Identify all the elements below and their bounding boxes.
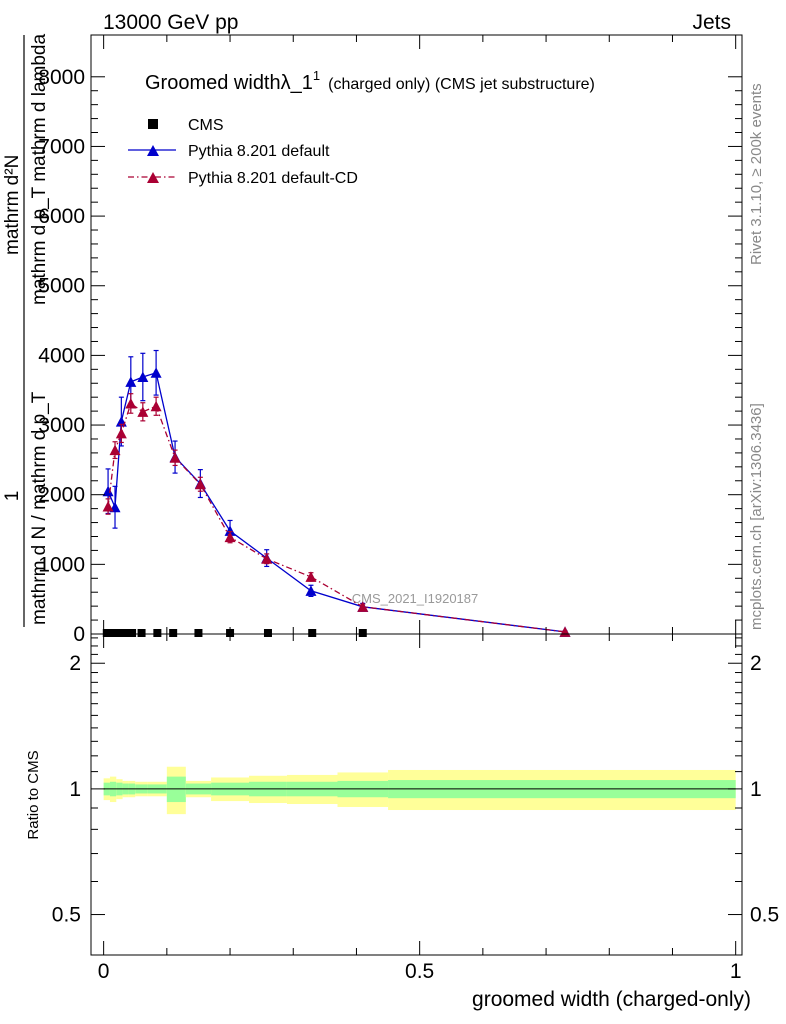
series-point xyxy=(137,371,149,382)
legend-cms-label: CMS xyxy=(188,117,224,134)
ylabel-top: mathrm d²N xyxy=(2,155,23,255)
xtick-label: 0 xyxy=(98,960,110,983)
cms-point xyxy=(169,629,178,637)
cms-point xyxy=(358,629,367,637)
ratio-ytick-label: 2 xyxy=(69,652,81,675)
main-ytick-label: 7000 xyxy=(38,135,85,158)
series-line-1 xyxy=(107,371,566,633)
xlabel: groomed width (charged-only) xyxy=(472,988,751,1011)
series-point xyxy=(137,406,149,417)
series-point xyxy=(125,397,137,409)
rivet-label: Rivet 3.1.10, ≥ 200k events xyxy=(748,83,765,265)
cms-point xyxy=(153,629,162,637)
series-point xyxy=(261,553,273,564)
ylabel-bottom: mathrm d N / mathrm d p_T xyxy=(29,391,50,625)
ylabel-top-2: mathrm d p_T mathrm d lambda xyxy=(29,34,50,305)
legend: CMS Pythia 8.201 default Pythia 8.201 de… xyxy=(128,117,358,187)
main-plot: CMS_2021_I1920187 0 1000 2000 3000 4000 5000 6… xyxy=(2,34,743,646)
main-ytick-label: 6000 xyxy=(38,205,85,228)
main-ytick-label: 8000 xyxy=(38,66,85,89)
series-point xyxy=(102,501,114,512)
series-point xyxy=(150,367,162,378)
header-right: Jets xyxy=(692,11,731,34)
main-ytick-label: 2000 xyxy=(38,484,85,507)
cms-point xyxy=(102,629,111,637)
ratio-ytick-label-right: 0.5 xyxy=(750,904,779,927)
main-ytick-label: 5000 xyxy=(38,275,85,298)
series-2 xyxy=(102,393,571,637)
ratio-ylabel: Ratio to CMS xyxy=(25,750,42,839)
main-ytick-label: 1000 xyxy=(38,553,85,576)
series-point xyxy=(169,452,181,463)
series-point xyxy=(305,571,317,582)
legend-cms-marker xyxy=(148,119,158,129)
mcplots-label: mcplots.cern.ch [arXiv:1306.3436] xyxy=(748,403,765,630)
series-point xyxy=(102,485,114,497)
ylabel-one: 1 xyxy=(2,491,23,502)
watermark: CMS_2021_I1920187 xyxy=(352,591,479,606)
legend-default-label: Pythia 8.201 default xyxy=(188,143,330,160)
cms-point xyxy=(128,629,137,637)
cms-point xyxy=(194,629,203,637)
ratio-ytick-label: 0.5 xyxy=(52,904,81,927)
xtick-label: 1 xyxy=(730,960,742,983)
legend-default-marker xyxy=(147,145,159,156)
ratio-ytick-label-right: 2 xyxy=(750,652,762,675)
main-ylabel: mathrm d²N mathrm d p_T mathrm d lambda … xyxy=(2,34,50,627)
cms-point xyxy=(115,629,124,637)
series-point xyxy=(125,376,137,387)
legend-cd-marker xyxy=(147,172,159,183)
series-0 xyxy=(102,629,367,637)
series-point xyxy=(224,525,236,536)
chart-title: Groomed widthλ_11(charged only) (CMS jet… xyxy=(145,68,595,94)
series-point xyxy=(224,531,236,543)
series-point xyxy=(115,427,127,439)
main-ytick-label: 3000 xyxy=(38,414,85,437)
cms-point xyxy=(109,629,118,637)
series-1 xyxy=(102,349,571,637)
ratio-frame xyxy=(90,633,743,956)
series-point xyxy=(305,585,317,596)
header-left: 13000 GeV pp xyxy=(103,11,238,34)
series-point xyxy=(357,601,369,612)
legend-cd-label: Pythia 8.201 default-CD xyxy=(188,170,358,187)
main-ytick-label: 0 xyxy=(73,623,85,646)
series-point xyxy=(109,444,121,456)
series-line-2 xyxy=(107,402,566,633)
cms-point xyxy=(121,629,130,637)
ratio-ytick-label: 1 xyxy=(69,778,81,801)
series-point xyxy=(194,478,206,490)
main-ytick-label: 4000 xyxy=(38,344,85,367)
ratio-ytick-label-right: 1 xyxy=(750,778,762,801)
series-point xyxy=(150,400,162,412)
cms-point xyxy=(308,629,317,637)
xtick-label: 0.5 xyxy=(405,960,434,983)
cms-point xyxy=(263,629,272,637)
ratio-plot: 0.5 0.5 1 1 2 2 0 0.5 1 Ratio to CMS groomed wid… xyxy=(25,633,779,1011)
cms-point xyxy=(137,629,146,637)
